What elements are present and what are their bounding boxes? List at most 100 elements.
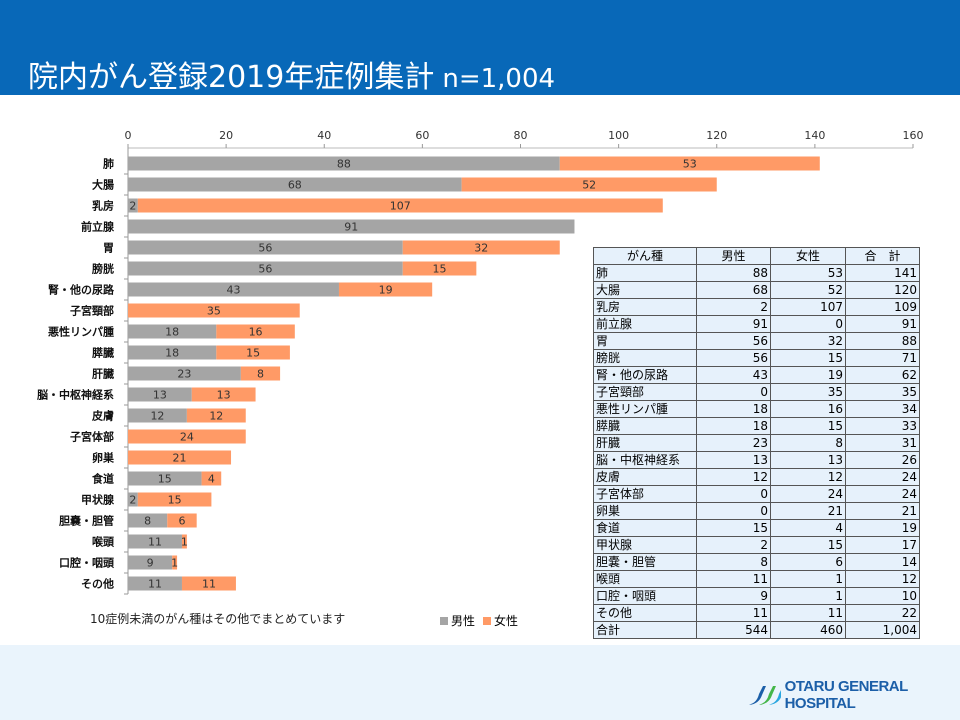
cell-cancer-type: 膵臓 — [593, 417, 697, 435]
x-tick-label: 20 — [219, 129, 233, 142]
data-label: 88 — [337, 158, 351, 171]
table-row: 前立腺 91 0 91 — [593, 315, 920, 333]
cell-value: 14 — [845, 553, 920, 571]
bar-female — [128, 429, 246, 444]
cell-value: 35 — [845, 383, 920, 401]
cell-value: 71 — [845, 349, 920, 367]
cell-cancer-type: 胆嚢・胆管 — [593, 553, 697, 571]
cell-value: 91 — [845, 315, 920, 333]
data-label: 68 — [288, 179, 302, 192]
category-label: 口腔・咽頭 — [59, 556, 115, 570]
cell-cancer-type: 甲状腺 — [593, 536, 697, 554]
cell-value: 21 — [770, 502, 846, 520]
col-header: 合 計 — [845, 247, 920, 265]
category-label: 皮膚 — [91, 409, 114, 423]
cell-value: 544 — [696, 621, 771, 639]
data-label: 107 — [390, 200, 411, 213]
title-text: 院内がん登録2019年症例集計 — [28, 60, 435, 95]
bar-male — [128, 387, 192, 402]
x-tick-label: 0 — [125, 129, 132, 142]
cell-cancer-type: 胃 — [593, 332, 697, 350]
cell-value: 53 — [770, 264, 846, 282]
legend-male: 男性 — [440, 612, 475, 629]
cell-value: 13 — [770, 451, 846, 469]
bar-female — [137, 198, 663, 213]
table-row: 胃 56 32 88 — [593, 332, 920, 350]
cell-value: 17 — [845, 536, 920, 554]
category-label: 喉頭 — [92, 535, 115, 549]
cell-value: 26 — [845, 451, 920, 469]
bar-female — [402, 261, 477, 276]
cell-value: 15 — [770, 349, 846, 367]
cell-cancer-type: 喉頭 — [593, 570, 697, 588]
cell-value: 43 — [696, 366, 771, 384]
cell-value: 2 — [696, 536, 771, 554]
data-label: 6 — [178, 515, 185, 528]
cell-value: 0 — [696, 502, 771, 520]
cell-value: 10 — [845, 587, 920, 605]
data-label: 13 — [217, 389, 231, 402]
data-label: 11 — [202, 578, 216, 591]
data-label: 1 — [181, 536, 188, 549]
header-band — [0, 0, 960, 95]
table-row: 甲状腺 2 15 17 — [593, 536, 920, 554]
cell-cancer-type: 悪性リンパ腫 — [593, 400, 697, 418]
table-row: 悪性リンパ腫 18 16 34 — [593, 400, 920, 418]
bar-female — [240, 366, 281, 381]
category-label: 胆嚢・胆管 — [59, 514, 114, 528]
bar-male — [128, 492, 138, 507]
data-label: 16 — [249, 326, 263, 339]
data-label: 12 — [150, 410, 164, 423]
cell-cancer-type: 腎・他の尿路 — [593, 366, 697, 384]
bar-male — [128, 513, 168, 528]
data-label: 11 — [148, 536, 162, 549]
cell-value: 109 — [845, 298, 920, 316]
data-label: 18 — [165, 326, 179, 339]
cell-cancer-type: 肺 — [593, 264, 697, 282]
category-label: 子宮頸部 — [70, 304, 114, 318]
cell-value: 9 — [696, 587, 771, 605]
chart-note: 10症例未満のがん種はその他でまとめています — [90, 612, 346, 626]
cell-value: 88 — [845, 332, 920, 350]
cell-value: 56 — [696, 349, 771, 367]
bar-female — [172, 555, 178, 570]
cell-cancer-type: 食道 — [593, 519, 697, 537]
category-label: 甲状腺 — [81, 493, 115, 507]
category-label: 胃 — [103, 242, 114, 255]
bar-male — [128, 555, 173, 570]
bar-female — [167, 513, 197, 528]
cell-value: 21 — [845, 502, 920, 520]
bar-male — [128, 408, 187, 423]
cell-cancer-type: 皮膚 — [593, 468, 697, 486]
legend: 男性 女性 — [440, 612, 518, 629]
bar-male — [128, 198, 138, 213]
category-label: 卵巣 — [92, 451, 115, 465]
data-label: 12 — [209, 410, 223, 423]
bar-female — [201, 471, 222, 486]
bar-male — [128, 177, 462, 192]
data-label: 15 — [158, 473, 172, 486]
cell-value: 12 — [770, 468, 846, 486]
x-tick-label: 160 — [903, 129, 924, 142]
category-label: 食道 — [92, 472, 114, 486]
data-label: 8 — [144, 515, 151, 528]
bar-male — [128, 345, 217, 360]
cell-value: 32 — [770, 332, 846, 350]
table-row: 喉頭 11 1 12 — [593, 570, 920, 588]
data-label: 1 — [171, 557, 178, 570]
data-label: 4 — [208, 473, 215, 486]
data-label: 2 — [129, 200, 136, 213]
data-label: 19 — [379, 284, 393, 297]
cell-value: 4 — [770, 519, 846, 537]
category-label: 悪性リンパ腫 — [48, 325, 114, 339]
cell-value: 16 — [770, 400, 846, 418]
cell-cancer-type: 脳・中枢神経系 — [593, 451, 697, 469]
cell-cancer-type: 肝臓 — [593, 434, 697, 452]
data-label: 53 — [683, 158, 697, 171]
cell-value: 2 — [696, 298, 771, 316]
col-header: がん種 — [593, 247, 697, 265]
data-label: 24 — [180, 431, 194, 444]
cell-value: 15 — [696, 519, 771, 537]
cell-value: 18 — [696, 400, 771, 418]
